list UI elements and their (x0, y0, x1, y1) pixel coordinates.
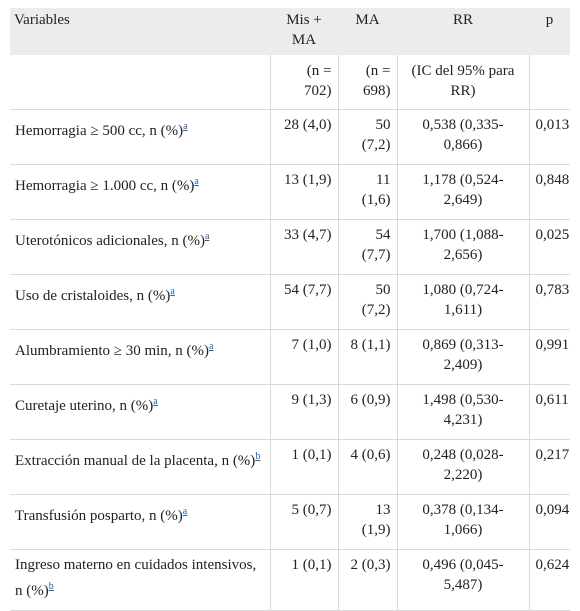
header-rr: RR (397, 8, 529, 55)
subheader-rr-ci: (IC del 95% para RR) (396, 55, 529, 110)
table-row: Alumbramiento ≥ 30 min, n (%)a 7 (1,0) 8 (… (10, 329, 570, 385)
cell-variable: Transfusión posparto, n (%)a (10, 494, 270, 550)
cell-p: 0,624 (528, 549, 570, 611)
cell-variable: Extracción manual de la placenta, n (%)b (10, 439, 270, 495)
cell-p: 0,848 (528, 164, 570, 220)
cell-mis-ma: 33 (4,7) (269, 219, 338, 275)
header-ma: MA (338, 8, 397, 55)
cell-rr: 1,178 (0,524-2,649) (396, 164, 529, 220)
footnote-marker: a (153, 393, 157, 407)
variable-label: Transfusión posparto, n (%) (15, 508, 183, 524)
cell-rr: 1,700 (1,088-2,656) (396, 219, 529, 275)
cell-variable: Uterotónicos adicionales, n (%)a (10, 219, 270, 275)
footnote-link[interactable]: a (194, 176, 199, 187)
cell-mis-ma: 1 (0,1) (269, 549, 338, 611)
cell-p: 0,025 (528, 219, 570, 275)
cell-p: 0,611 (528, 384, 570, 440)
footnote-link[interactable]: b (255, 451, 261, 462)
subheader-mis-ma-n: (n = 702) (269, 55, 338, 110)
cell-p: 0,013 (528, 109, 570, 165)
footnote-marker: a (170, 283, 174, 297)
cell-mis-ma: 9 (1,3) (269, 384, 338, 440)
footnote-marker: a (183, 118, 187, 132)
results-table: Variables Mis + MA MA RR p (n = 702) (n … (10, 8, 570, 611)
cell-mis-ma: 5 (0,7) (269, 494, 338, 550)
table-row: Extracción manual de la placenta, n (%)b… (10, 439, 570, 495)
header-mis-ma: Mis + MA (270, 8, 338, 55)
footnote-link[interactable]: b (48, 581, 54, 592)
cell-ma: 4 (0,6) (337, 439, 397, 495)
cell-variable: Curetaje uterino, n (%)a (10, 384, 270, 440)
footnote-marker: a (205, 228, 209, 242)
cell-ma: 6 (0,9) (337, 384, 397, 440)
subheader-variables (10, 55, 270, 110)
cell-rr: 0,538 (0,335-0,866) (396, 109, 529, 165)
cell-rr: 1,498 (0,530-4,231) (396, 384, 529, 440)
footnote-link[interactable]: a (204, 231, 210, 242)
table-row: Hemorragia ≥ 500 cc, n (%)a 28 (4,0) 50 (7… (10, 109, 570, 165)
cell-mis-ma: 13 (1,9) (269, 164, 338, 220)
header-row: Variables Mis + MA MA RR p (10, 8, 570, 55)
footnote-link[interactable]: a (183, 121, 188, 132)
variable-label: Hemorragia ≥ 500 cc, n (%) (15, 123, 184, 139)
table-row: Transfusión posparto, n (%)a 5 (0,7) 13 (1… (10, 494, 570, 550)
cell-ma: 13 (1,9) (337, 494, 397, 550)
table-row: Uterotónicos adicionales, n (%)a 33 (4,7)… (10, 219, 570, 275)
subheader-row: (n = 702) (n = 698) (IC del 95% para RR) (10, 55, 570, 110)
cell-ma: 54 (7,7) (337, 219, 397, 275)
footnote-link[interactable]: a (170, 286, 175, 297)
table-row: Curetaje uterino, n (%)a 9 (1,3) 6 (0,9) 1,… (10, 384, 570, 440)
cell-p: 0,217 (528, 439, 570, 495)
cell-ma: 11 (1,6) (337, 164, 397, 220)
cell-p: 0,094 (528, 494, 570, 550)
variable-label: Uso de cristaloides, n (%) (15, 288, 171, 304)
cell-ma: 50 (7,2) (337, 274, 397, 330)
cell-mis-ma: 28 (4,0) (269, 109, 338, 165)
cell-rr: 0,378 (0,134-1,066) (396, 494, 529, 550)
cell-variable: Hemorragia ≥ 500 cc, n (%)a (10, 109, 270, 165)
footnote-marker: b (255, 448, 260, 462)
variable-label: Alumbramiento ≥ 30 min, n (%) (15, 343, 210, 359)
cell-mis-ma: 54 (7,7) (269, 274, 338, 330)
variable-label: Curetaje uterino, n (%) (15, 398, 154, 414)
footnote-link[interactable]: a (153, 396, 158, 407)
cell-variable: Ingreso materno en cuidados intensivos, … (10, 549, 270, 611)
footnote-marker: a (209, 338, 213, 352)
footnote-link[interactable]: a (182, 506, 188, 517)
cell-mis-ma: 7 (1,0) (269, 329, 338, 385)
footnote-marker: b (49, 578, 54, 592)
cell-p: 0,991 (528, 329, 570, 385)
cell-variable: Alumbramiento ≥ 30 min, n (%)a (10, 329, 270, 385)
table-row: Uso de cristaloides, n (%)a 54 (7,7) 50 (7… (10, 274, 570, 330)
table-row: Hemorragia ≥ 1.000 cc, n (%)a 13 (1,9) 11 … (10, 164, 570, 220)
cell-variable: Hemorragia ≥ 1.000 cc, n (%)a (10, 164, 270, 220)
header-variables: Variables (10, 8, 270, 55)
footnote-marker: a (194, 173, 198, 187)
cell-rr: 0,248 (0,028-2,220) (396, 439, 529, 495)
variable-label: Extracción manual de la placenta, n (%) (15, 453, 256, 469)
subheader-ma-n: (n = 698) (337, 55, 397, 110)
cell-rr: 1,080 (0,724-1,611) (396, 274, 529, 330)
cell-ma: 2 (0,3) (337, 549, 397, 611)
variable-label: Uterotónicos adicionales, n (%) (15, 233, 205, 249)
cell-ma: 50 (7,2) (337, 109, 397, 165)
variable-label: Hemorragia ≥ 1.000 cc, n (%) (15, 178, 195, 194)
cell-variable: Uso de cristaloides, n (%)a (10, 274, 270, 330)
footnote-marker: a (183, 503, 187, 517)
cell-rr: 0,869 (0,313-2,409) (396, 329, 529, 385)
cell-mis-ma: 1 (0,1) (269, 439, 338, 495)
cell-ma: 8 (1,1) (337, 329, 397, 385)
cell-p: 0,783 (528, 274, 570, 330)
cell-rr: 0,496 (0,045-5,487) (396, 549, 529, 611)
footnote-link[interactable]: a (209, 341, 214, 352)
table-row: Ingreso materno en cuidados intensivos, … (10, 549, 570, 611)
header-p: p (529, 8, 570, 55)
subheader-p (528, 55, 570, 110)
